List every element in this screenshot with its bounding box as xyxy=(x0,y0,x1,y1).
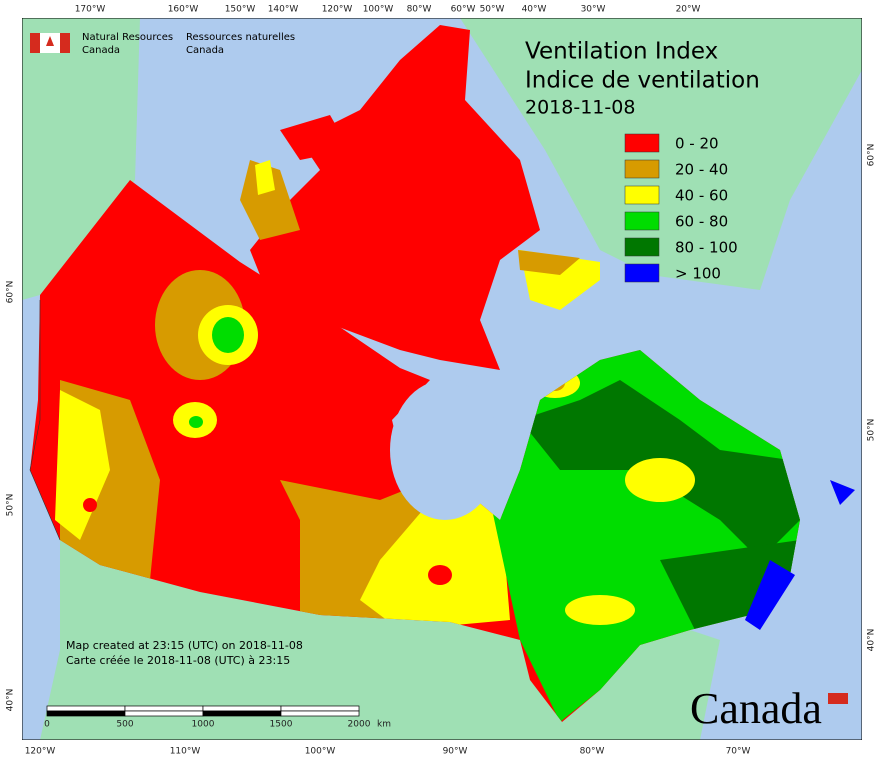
scale-segment xyxy=(124,710,204,717)
legend-label: 80 - 100 xyxy=(675,239,738,257)
legend-label: 0 - 20 xyxy=(675,135,719,153)
title: Indice de ventilation xyxy=(525,68,760,94)
flag-leaf xyxy=(46,36,54,46)
graticule-label: 50°N xyxy=(867,419,877,442)
alaska xyxy=(22,18,140,300)
flag xyxy=(30,33,40,53)
scale-label: 500 xyxy=(116,720,133,730)
wordmark: Canada xyxy=(690,684,822,733)
graticule-label: 30°W xyxy=(581,5,606,15)
scale-segment xyxy=(280,710,360,717)
scale-segment xyxy=(202,705,282,712)
hudson-bay xyxy=(390,380,500,520)
agency-en: Canada xyxy=(82,45,120,56)
legend-label: 60 - 80 xyxy=(675,213,728,231)
scale-segment xyxy=(202,710,282,717)
scale-segment xyxy=(124,705,204,712)
legend-swatch xyxy=(624,263,660,283)
usa xyxy=(40,540,720,740)
legend-swatch xyxy=(624,159,660,179)
graticule-label: 160°W xyxy=(168,5,199,15)
graticule-label: 40°W xyxy=(522,5,547,15)
scale-unit: km xyxy=(377,720,391,730)
graticule-label: 60°N xyxy=(867,144,877,167)
graticule-label: 90°W xyxy=(443,747,468,757)
scale-segment xyxy=(280,705,360,712)
coast xyxy=(29,300,61,541)
graticule-label: 80°W xyxy=(407,5,432,15)
nova-scotia xyxy=(745,560,795,630)
title-date: 2018-11-08 xyxy=(525,97,635,119)
graticule-label: 60°N xyxy=(6,281,16,304)
map-area xyxy=(22,18,862,740)
legend-label: 40 - 60 xyxy=(675,187,728,205)
legend-swatch xyxy=(624,185,660,205)
scale-label: 1000 xyxy=(192,720,215,730)
legend-swatch xyxy=(624,211,660,231)
graticule-label: 80°W xyxy=(580,747,605,757)
greenland xyxy=(460,18,862,290)
graticule-label: 40°N xyxy=(867,629,877,652)
graticule-label: 60°W xyxy=(451,5,476,15)
legend-swatch xyxy=(624,237,660,257)
legend-swatch xyxy=(624,133,660,153)
graticule-label: 70°W xyxy=(726,747,751,757)
title: Ventilation Index xyxy=(525,39,718,65)
note: Map created at 23:15 (UTC) on 2018-11-08 xyxy=(66,639,303,652)
agency-en: Natural Resources xyxy=(82,32,173,43)
graticule-label: 100°W xyxy=(363,5,394,15)
graticule-label: 40°N xyxy=(6,689,16,712)
graticule-label: 20°W xyxy=(676,5,701,15)
agency-fr: Ressources naturelles xyxy=(186,32,295,43)
arctic-islands xyxy=(240,25,600,370)
graticule-label: 120°W xyxy=(25,747,56,757)
graticule-label: 110°W xyxy=(170,747,201,757)
graticule-label: 150°W xyxy=(225,5,256,15)
graticule-label: 170°W xyxy=(75,5,106,15)
agency-fr: Canada xyxy=(186,45,224,56)
graticule-label: 100°W xyxy=(305,747,336,757)
note: Carte créée le 2018-11-08 (UTC) à 23:15 xyxy=(66,654,290,667)
graticule-label: 140°W xyxy=(268,5,299,15)
graticule-label: 50°N xyxy=(6,494,16,517)
scale-label: 2000 xyxy=(348,720,371,730)
graticule-label: 50°W xyxy=(480,5,505,15)
graticule-label: 120°W xyxy=(322,5,353,15)
legend-label: > 100 xyxy=(675,265,721,283)
scale-segment xyxy=(46,710,126,717)
scale-segment xyxy=(46,705,126,712)
newfoundland xyxy=(830,480,855,505)
scale-label: 0 xyxy=(44,720,50,730)
legend-label: 20 - 40 xyxy=(675,161,728,179)
scale-label: 1500 xyxy=(270,720,293,730)
wordmark-flag xyxy=(828,693,848,704)
flag xyxy=(60,33,70,53)
